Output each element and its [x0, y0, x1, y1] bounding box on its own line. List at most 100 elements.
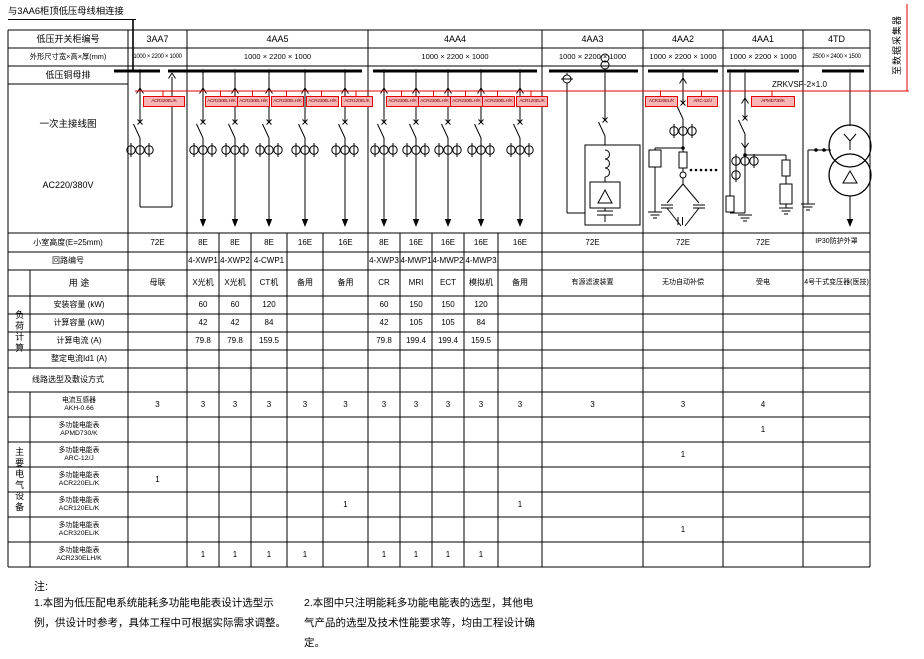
meter-tag: ACR230ELH/K	[237, 96, 270, 107]
row-label-cabinet-number: 低压开关柜编号	[36, 33, 100, 44]
cabinet-dimensions: 2500 × 2400 × 1500	[812, 53, 861, 60]
cell-value: 1	[517, 499, 523, 509]
cell-value: 60	[198, 300, 208, 310]
equipment-row-label: 电流互感器 AKH-0.66	[30, 392, 128, 417]
meter-tag: ACR220EL/K	[143, 96, 185, 107]
cable-spec-label: ZRKVSP-2×1.0	[772, 79, 827, 89]
meter-tag: ACR120EL/K	[516, 96, 548, 107]
cell-value: 3	[445, 399, 451, 409]
top-annotation: 与3AA6柜顶低压母线相连接	[8, 4, 136, 20]
cabinet-id: 4AA2	[671, 33, 695, 44]
cell-value: 8E	[264, 237, 274, 247]
cell-value: 199.4	[437, 336, 459, 346]
cell-value: 4号干式变压器(医技)	[804, 278, 869, 286]
cabinet-id: 4AA3	[581, 33, 604, 44]
cell-value: 8E	[230, 237, 240, 247]
cell-value: 1	[302, 549, 308, 559]
cell-value: 159.5	[470, 336, 492, 346]
cell-value: 84	[264, 318, 274, 328]
cell-value: 150	[409, 300, 423, 310]
group-label-main-equipment: 主要电气设备	[14, 446, 25, 513]
cell-value: 3	[343, 399, 348, 409]
cell-value: 1	[381, 549, 387, 559]
cell-value: 4-MWP1	[400, 256, 432, 266]
cell-value: 16E	[408, 237, 424, 247]
cell-value: 受电	[756, 278, 770, 286]
row-label: 用 途	[68, 277, 90, 288]
equipment-type: 电流互感器	[62, 396, 96, 404]
cell-value: 4-XWP2	[220, 256, 250, 266]
meter-tag: ACR230ELH/K	[306, 96, 339, 107]
cell-value: 79.8	[376, 336, 392, 346]
meter-tag: ACR120EL/K	[341, 96, 373, 107]
cell-value: 备用	[512, 278, 528, 288]
cell-value: 4-MWP3	[465, 256, 497, 266]
schematic-voltage: AC220/380V	[42, 179, 94, 190]
equipment-model: ACR230ELH/K	[56, 554, 102, 562]
cell-value: 4	[760, 399, 766, 409]
cell-value: 3	[413, 399, 419, 409]
cell-value: 3	[200, 399, 206, 409]
cabinet-dimensions: 1000 × 2200 × 1000	[243, 51, 312, 61]
row-label: 回路编号	[52, 256, 84, 266]
cell-value: 150	[441, 300, 455, 310]
cabinet-id: 3AA7	[146, 33, 169, 44]
cell-value: X光机	[192, 278, 214, 288]
equipment-row-label: 多功能电能表 ACR220EL/K	[30, 467, 128, 492]
cell-value: 4-XWP3	[369, 256, 399, 266]
cell-value: IP30防护外罩	[815, 238, 858, 246]
cell-value: 16E	[338, 237, 353, 247]
cell-value: 3	[517, 399, 523, 409]
cell-value: 1	[413, 549, 419, 559]
cell-value: 1	[266, 549, 272, 559]
cell-value: 3	[590, 399, 595, 409]
cell-value: 60	[379, 300, 389, 310]
group-label-load-calc: 负荷计算	[14, 310, 25, 354]
row-label: 安装容量 (kW)	[53, 300, 105, 310]
cell-value: 72E	[150, 237, 165, 247]
cell-value: 3	[266, 399, 272, 409]
cabinet-dimensions: 1000 × 2200 × 1000	[133, 53, 182, 60]
cell-value: 1	[232, 549, 238, 559]
meter-tag: ACR230ELH/K	[386, 96, 419, 107]
note-2: 2.本图中只注明能耗多功能电能表的选型，其他电气产品的选型及技术性能要求等，均由…	[304, 597, 535, 649]
cabinet-dimensions: 1000 × 2200 × 1000	[649, 51, 717, 61]
row-label: 计算容量 (kW)	[53, 318, 105, 328]
cell-value: 72E	[585, 237, 600, 247]
equipment-model: APMD730/K	[60, 429, 98, 437]
cell-value: 备用	[337, 278, 354, 288]
cell-value: 72E	[755, 237, 771, 247]
cell-value: 42	[379, 318, 389, 328]
cabinet-id: 4AA5	[266, 33, 289, 44]
cell-value: 无功自动补偿	[662, 278, 704, 286]
equipment-type: 多功能电能表	[58, 521, 100, 529]
meter-tag: ACR230ELH/K	[271, 96, 304, 107]
meter-tag: ACR320EL/K	[645, 96, 678, 107]
cell-value: 16E	[297, 237, 313, 247]
cell-value: 1	[760, 424, 766, 434]
cell-value: 4-MWP2	[432, 256, 464, 266]
meter-tag: ACR230ELH/K	[482, 96, 515, 107]
cell-value: 1	[445, 549, 451, 559]
cell-value: 有源滤波装置	[571, 278, 614, 286]
cell-value: 3	[680, 399, 686, 409]
schematic-title: 一次主接线图	[39, 118, 97, 130]
note-1: 1.本图为低压配电系统能耗多功能电能表设计选型示例，供设计时参考，具体工程中可根…	[34, 597, 286, 629]
equipment-type: 多功能电能表	[58, 421, 100, 429]
meter-tag: ACR230ELH/K	[450, 96, 483, 107]
cell-value: 1	[200, 549, 206, 559]
cell-value: 备用	[297, 278, 313, 288]
cell-value: 4-XWP1	[188, 256, 218, 266]
cell-value: 84	[476, 318, 486, 328]
cell-value: 105	[441, 318, 455, 328]
cell-value: 模拟机	[469, 278, 493, 288]
equipment-row-label: 多功能电能表 ARC-12/J	[30, 442, 128, 467]
cell-value: 120	[262, 300, 276, 310]
row-label: 整定电流Id1 (A)	[50, 354, 107, 364]
equipment-model: ARC-12/J	[64, 454, 94, 462]
cell-value: 60	[230, 300, 240, 310]
equipment-model: ACR320EL/K	[58, 529, 100, 537]
cell-value: CR	[378, 278, 390, 288]
row-label: 线路选型及敷设方式	[32, 375, 104, 385]
cell-value: 1	[343, 499, 348, 509]
